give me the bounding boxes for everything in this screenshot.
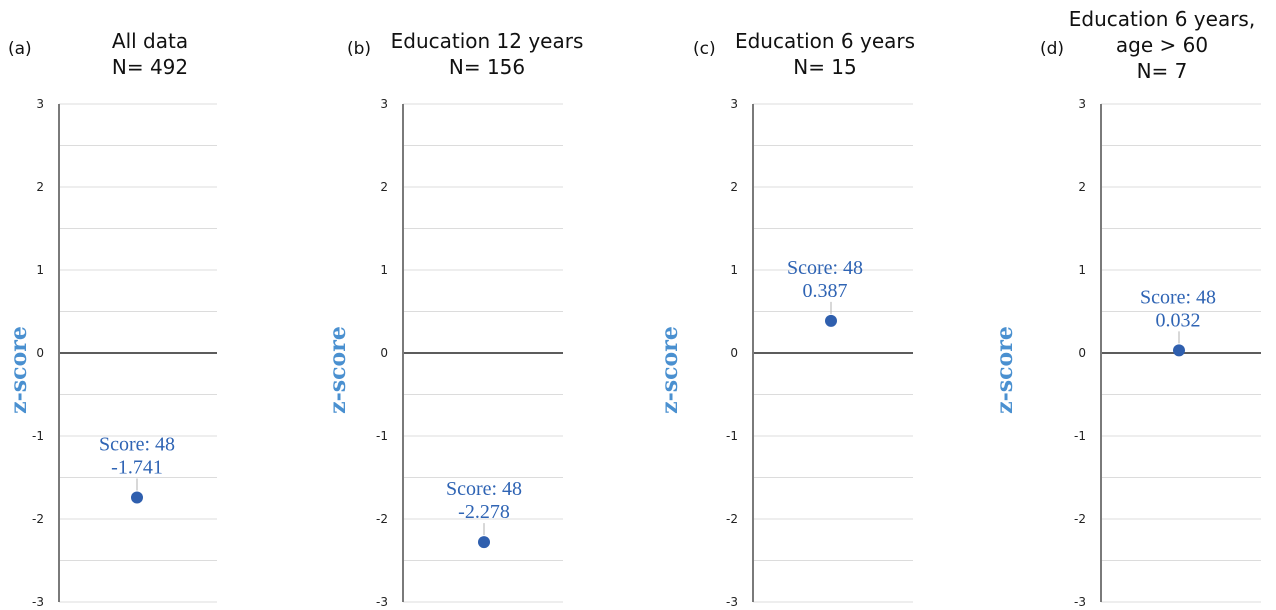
y-tick-label: 2: [730, 180, 738, 194]
chart-title-line: age > 60: [1116, 33, 1208, 57]
data-point: [131, 491, 143, 504]
data-label-score: Score: 48: [99, 434, 175, 456]
y-tick-label: 3: [36, 97, 44, 111]
y-tick-label: -3: [1074, 595, 1086, 609]
y-tick-label: 1: [380, 263, 388, 277]
y-tick-label: -3: [726, 595, 738, 609]
y-tick-label: -2: [726, 512, 738, 526]
panel-letter: (a): [8, 39, 32, 59]
y-axis-label: z-score: [992, 326, 1018, 414]
y-tick-label: 1: [36, 263, 44, 277]
y-tick-label: -1: [376, 429, 388, 443]
panel-letter: (d): [1040, 39, 1064, 59]
chart-panel-4: 3 2 1 0 -1 -2 -3 (d)Education 6 years,age > 60N…: [992, 7, 1261, 609]
y-tick-label: -2: [1074, 512, 1086, 526]
data-point: [1173, 344, 1185, 357]
y-tick-label: 3: [380, 97, 388, 111]
data-point: [478, 536, 490, 549]
y-tick-label: 3: [1078, 97, 1086, 111]
chart-title-line: All data: [112, 29, 188, 53]
chart-title-line: Education 6 years,: [1069, 7, 1255, 31]
y-tick-label: -1: [32, 429, 44, 443]
data-label-value: -1.741: [111, 457, 163, 479]
y-tick-label: -1: [1074, 429, 1086, 443]
data-label-score: Score: 48: [446, 478, 522, 500]
y-tick-label: -3: [32, 595, 44, 609]
chart-title-line: N= 156: [449, 55, 525, 79]
data-label-score: Score: 48: [787, 257, 863, 279]
data-label-value: -2.278: [458, 501, 510, 523]
y-tick-label: 3: [730, 97, 738, 111]
data-point: [825, 314, 837, 327]
y-tick-label: 2: [36, 180, 44, 194]
y-axis-label: z-score: [6, 326, 32, 414]
y-tick-label: -1: [726, 429, 738, 443]
y-tick-label: -2: [32, 512, 44, 526]
chart-title-line: N= 7: [1137, 59, 1188, 83]
y-axis-label: z-score: [325, 326, 351, 414]
data-label-score: Score: 48: [1140, 286, 1216, 308]
y-tick-label: -3: [376, 595, 388, 609]
y-tick-label: 1: [1078, 263, 1086, 277]
chart-title-line: N= 15: [793, 55, 857, 79]
y-tick-label: 2: [1078, 180, 1086, 194]
chart-title-line: Education 6 years: [735, 29, 915, 53]
y-tick-label: 0: [36, 346, 44, 360]
panel-letter: (c): [693, 39, 716, 59]
y-tick-label: 2: [380, 180, 388, 194]
y-tick-label: 1: [730, 263, 738, 277]
data-label-value: 0.387: [803, 280, 848, 302]
panel-letter: (b): [347, 39, 371, 59]
y-tick-label: 0: [730, 346, 738, 360]
y-tick-label: 0: [380, 346, 388, 360]
data-label-value: 0.032: [1156, 309, 1201, 331]
chart-title-line: Education 12 years: [391, 29, 584, 53]
y-tick-label: -2: [376, 512, 388, 526]
y-axis-label: z-score: [657, 326, 683, 414]
y-tick-label: 0: [1078, 346, 1086, 360]
chart-title-line: N= 492: [112, 55, 188, 79]
